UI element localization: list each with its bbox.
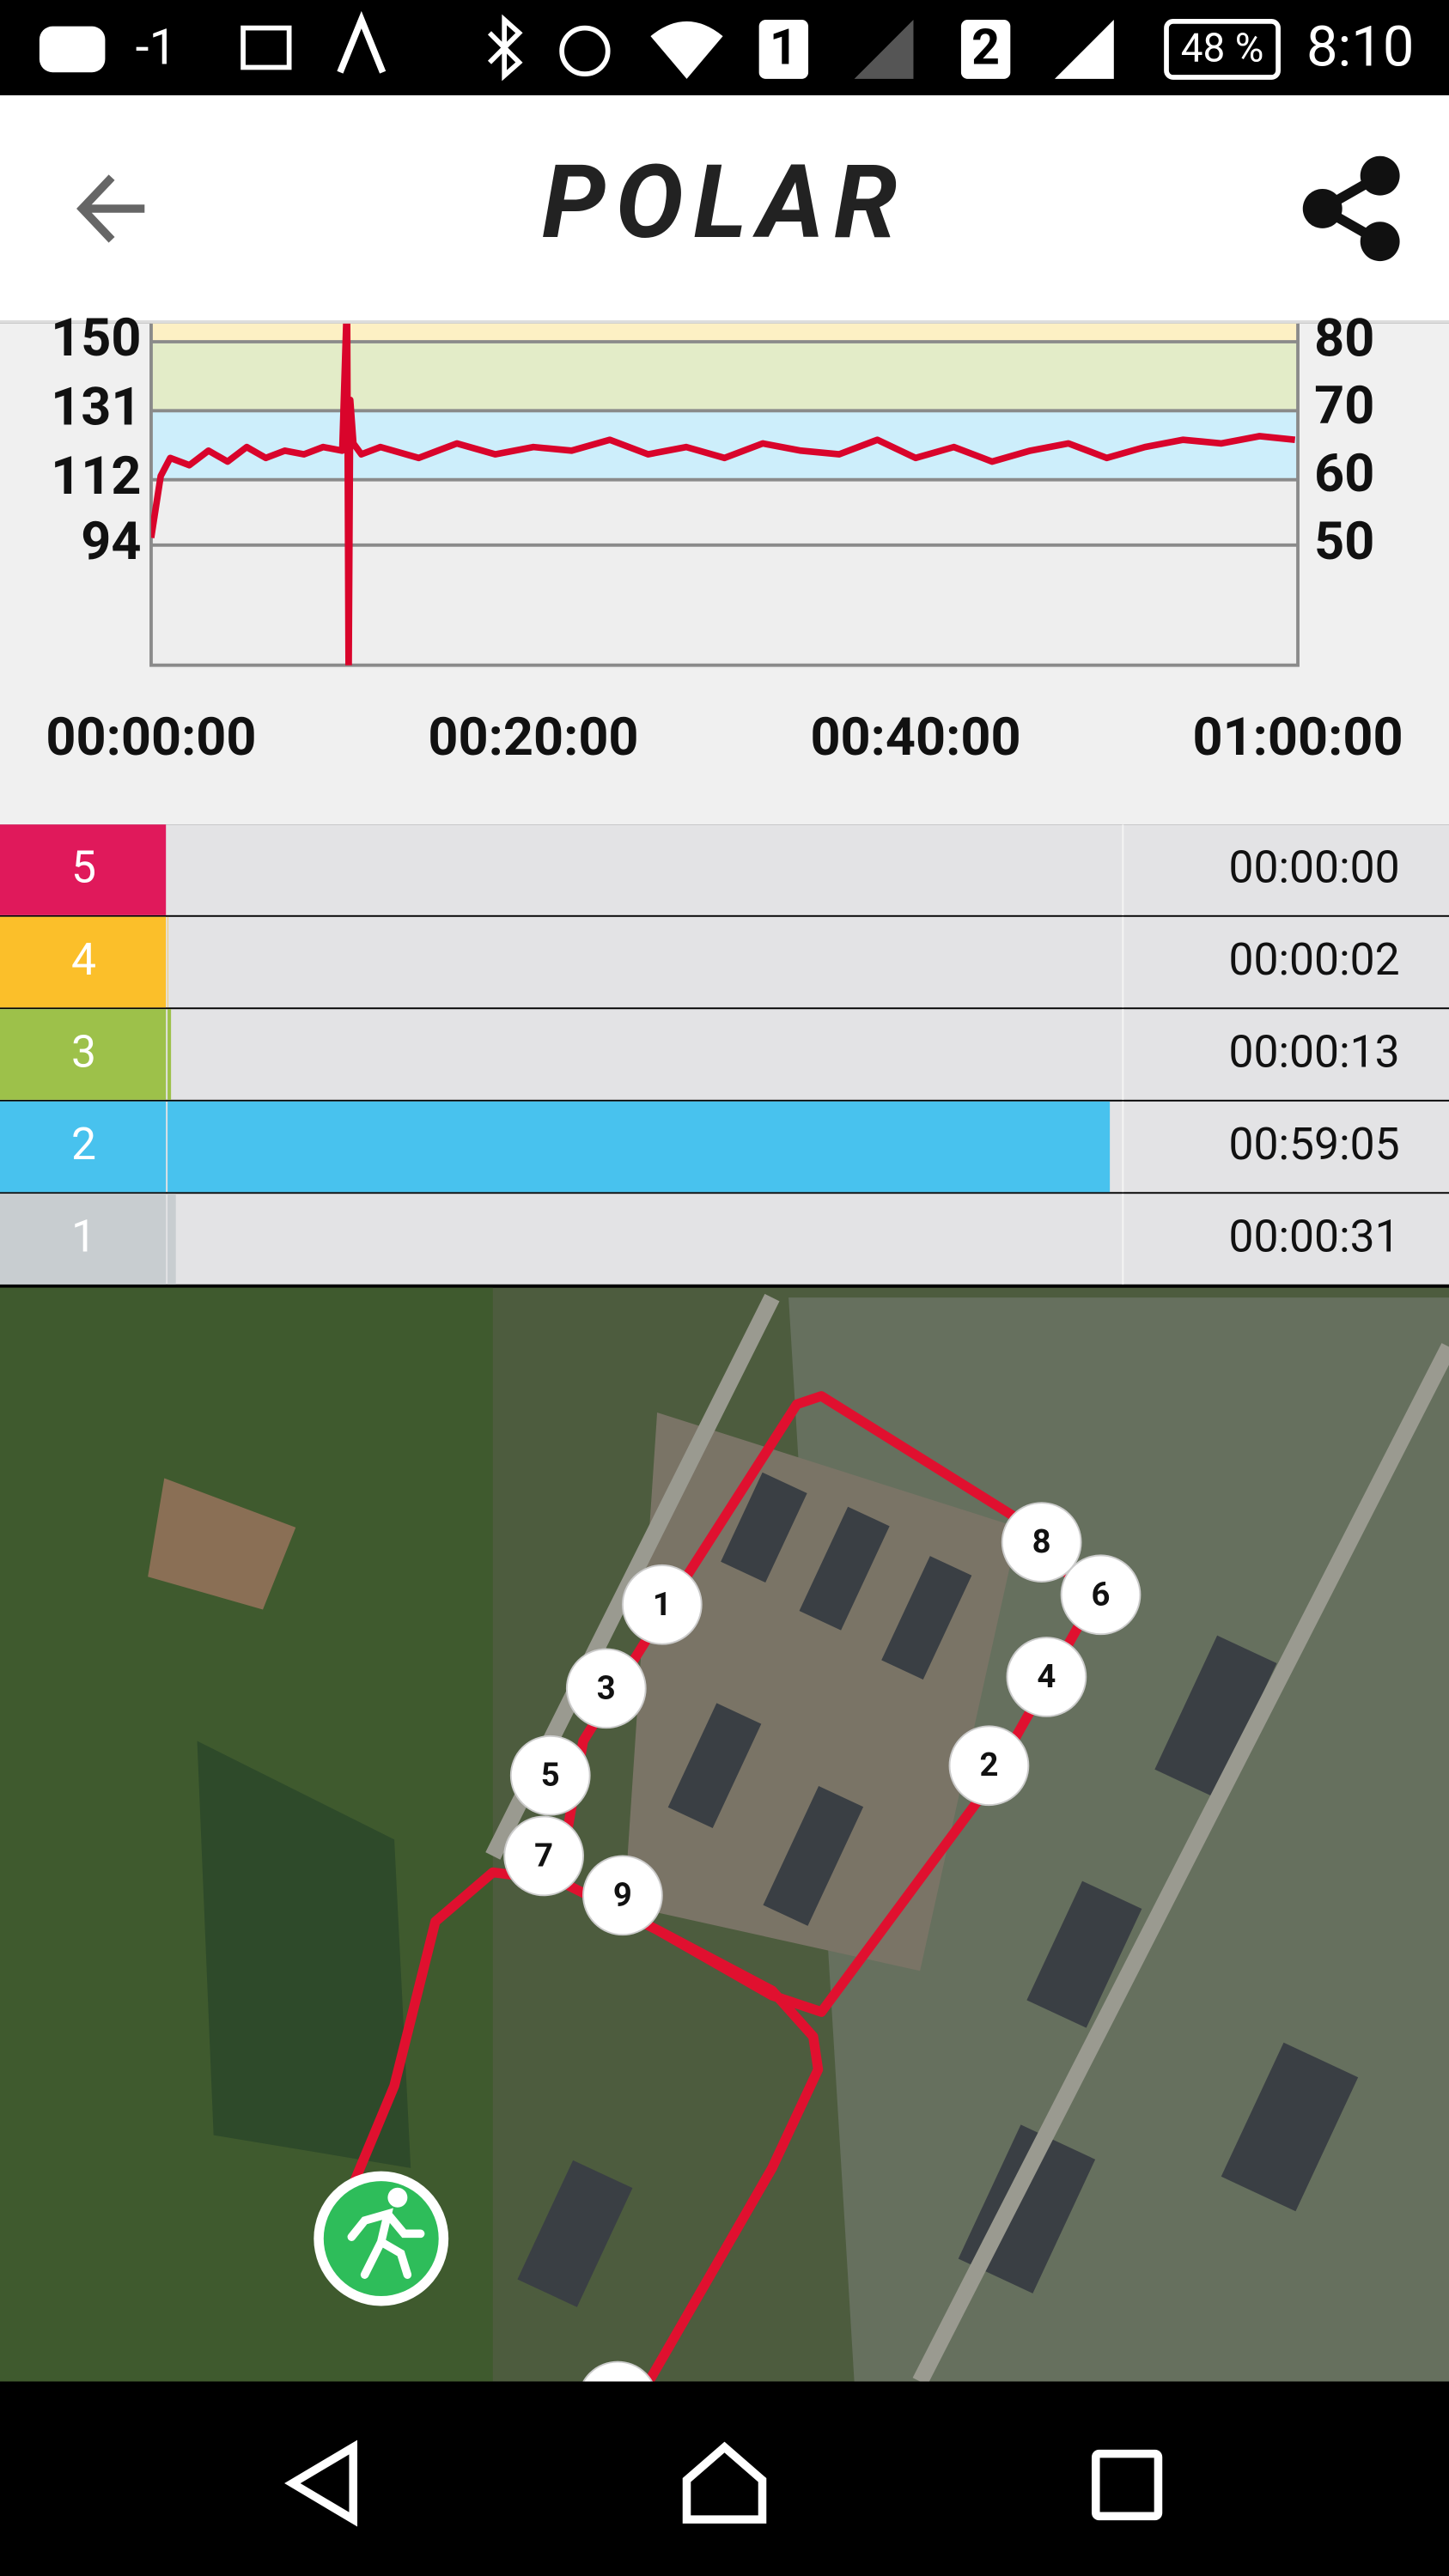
lap-marker bbox=[582, 1855, 663, 1936]
image-icon bbox=[240, 25, 292, 70]
y2-tick-label: 50 bbox=[1314, 510, 1374, 572]
lap-marker bbox=[503, 1815, 584, 1897]
y2-tick-label: 70 bbox=[1314, 374, 1374, 436]
zone-bar bbox=[167, 916, 168, 1008]
x-tick-label: 00:40:00 bbox=[810, 706, 1020, 768]
signal2-icon bbox=[1054, 20, 1114, 79]
zone-row bbox=[0, 1009, 1449, 1100]
battery-icon bbox=[1164, 19, 1281, 80]
lap-number: 8 bbox=[1032, 1523, 1051, 1561]
nav-bar bbox=[0, 2381, 1449, 2576]
zone-time: 00:00:02 bbox=[1229, 933, 1400, 986]
zone-bar bbox=[167, 1101, 1111, 1193]
notification-icon bbox=[39, 26, 106, 73]
zone-time: 00:00:13 bbox=[1229, 1026, 1400, 1078]
back-button[interactable] bbox=[76, 174, 145, 243]
signal1-icon bbox=[854, 20, 914, 79]
x-tick-label: 00:20:00 bbox=[428, 706, 638, 768]
y-tick-label: 94 bbox=[81, 510, 141, 572]
app-header bbox=[0, 94, 1449, 322]
zone-bar bbox=[167, 1009, 172, 1100]
lap-markers: 12345678910 bbox=[503, 1502, 1142, 2382]
bluetooth-icon bbox=[487, 14, 523, 82]
lap-marker bbox=[621, 1564, 703, 1645]
plot-frame bbox=[149, 323, 1300, 667]
zone-time: 00:00:31 bbox=[1229, 1211, 1400, 1263]
zone-row bbox=[0, 916, 1449, 1008]
wifi-icon bbox=[650, 21, 723, 79]
y-tick-label: 112 bbox=[51, 445, 141, 507]
lap-marker bbox=[1006, 1637, 1087, 1717]
lap-number: 1 bbox=[653, 1586, 672, 1624]
zone-table: 5 00:00:00 4 00:00:02 3 00:00:13 2 00:59:05 1 00:… bbox=[0, 824, 1449, 1285]
lap-number: 6 bbox=[1092, 1576, 1111, 1613]
sim2-badge bbox=[960, 20, 1011, 79]
sim2-label: 2 bbox=[971, 20, 1000, 77]
zone-label: 1 bbox=[71, 1211, 96, 1263]
nav-recents[interactable] bbox=[1091, 2449, 1163, 2521]
clock: 8:10 bbox=[1306, 15, 1414, 80]
zone-band bbox=[150, 479, 1299, 545]
zone-row bbox=[0, 824, 1449, 915]
zone-swatch bbox=[0, 824, 167, 915]
sim1-badge bbox=[758, 20, 809, 79]
zone-time: 00:59:05 bbox=[1229, 1118, 1400, 1170]
zone-time: 00:00:00 bbox=[1229, 841, 1400, 894]
zone-band bbox=[150, 323, 1299, 343]
zone-band bbox=[150, 544, 1299, 669]
sim1-label: 1 bbox=[770, 20, 798, 77]
nav-home[interactable] bbox=[682, 2441, 767, 2524]
lap-marker bbox=[1001, 1502, 1082, 1583]
x-tick-label: 00:00:00 bbox=[46, 706, 256, 768]
alarm-icon bbox=[559, 25, 611, 77]
y-tick-label: 131 bbox=[51, 376, 141, 438]
header-divider bbox=[0, 320, 1449, 324]
battery-label: 48 % bbox=[1181, 25, 1264, 71]
y-tick-label: 150 bbox=[51, 307, 141, 368]
hr-line bbox=[150, 323, 1296, 665]
zone-label: 4 bbox=[71, 933, 96, 986]
zone-label: 5 bbox=[71, 841, 96, 894]
start-button[interactable] bbox=[314, 2171, 449, 2306]
zone-band bbox=[150, 342, 1299, 411]
lap-number: 9 bbox=[613, 1876, 632, 1914]
zone-swatch bbox=[0, 1009, 167, 1100]
zone-label: 3 bbox=[71, 1026, 96, 1078]
zone-swatch bbox=[0, 916, 167, 1008]
lap-marker bbox=[509, 1735, 591, 1816]
x-tick-label: 01:00:00 bbox=[1192, 706, 1403, 768]
lap-marker bbox=[948, 1725, 1030, 1807]
zone-swatch bbox=[0, 1101, 167, 1193]
logo: POLAR bbox=[542, 143, 907, 262]
lap-number: 2 bbox=[979, 1747, 998, 1784]
zone-label: 2 bbox=[71, 1118, 96, 1170]
status-text: -1 bbox=[136, 20, 177, 77]
nav-back[interactable] bbox=[284, 2439, 358, 2527]
y2-tick-label: 60 bbox=[1314, 442, 1374, 504]
lap-marker bbox=[565, 1648, 647, 1729]
share-button[interactable] bbox=[1302, 155, 1400, 262]
y2-tick-label: 80 bbox=[1314, 307, 1374, 368]
zone-swatch bbox=[0, 1194, 167, 1285]
strava-icon bbox=[337, 10, 387, 74]
lap-marker bbox=[1060, 1554, 1142, 1636]
lap-number: 3 bbox=[597, 1669, 616, 1707]
lap-marker bbox=[582, 2360, 654, 2382]
zone-bar bbox=[167, 1194, 176, 1285]
zone-row bbox=[0, 1194, 1449, 1285]
map: 12345678910 bbox=[0, 1287, 1449, 2382]
lap-number: 7 bbox=[534, 1837, 553, 1874]
lap-number: 4 bbox=[1037, 1658, 1056, 1696]
lap-number: 5 bbox=[541, 1757, 560, 1795]
